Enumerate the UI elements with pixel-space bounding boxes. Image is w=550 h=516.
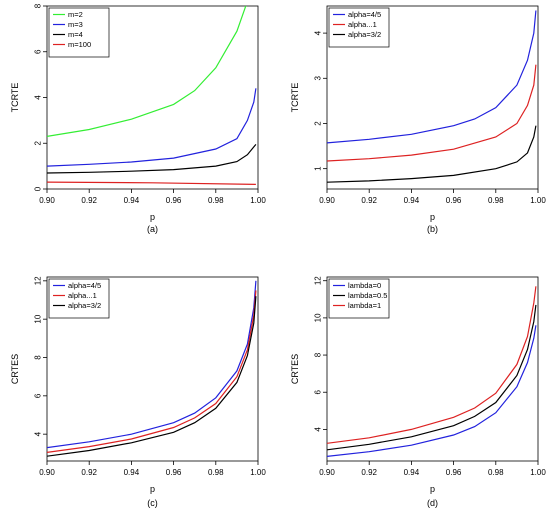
legend-label: m=4 [68, 30, 83, 39]
series-line-3 [327, 125, 537, 183]
series-line-2 [327, 64, 537, 162]
panel-caption: (d) [427, 498, 438, 508]
series-line-1 [47, 280, 257, 449]
y-tick-label: 6 [314, 389, 323, 394]
series-line-3 [327, 286, 537, 444]
legend-label: m=2 [68, 10, 83, 19]
panel-caption: (c) [147, 498, 158, 508]
y-tick-label: 8 [34, 355, 43, 360]
legend-label: m=100 [68, 40, 91, 49]
x-tick-label: 0.90 [319, 468, 335, 477]
y-tick-label: 2 [314, 121, 323, 126]
x-tick-label: 1.00 [250, 196, 266, 205]
x-axis-label: p [430, 212, 435, 222]
x-tick-label: 0.90 [39, 468, 55, 477]
plot-frame [326, 276, 539, 462]
series-line-4 [47, 181, 256, 185]
chart-panel-2: 0.90 0.92 0.94 0.96 0.98 1.00 1 2 3 4 p (b) TCRTE alp… [290, 5, 546, 234]
y-tick-label: 10 [34, 314, 43, 323]
legend-box [328, 7, 390, 48]
series-line-2 [47, 290, 257, 453]
y-axis-label: TCRTE [290, 83, 300, 113]
x-tick-label: 0.94 [124, 196, 140, 205]
x-tick-label: 0.92 [361, 196, 377, 205]
legend-box [48, 7, 110, 58]
y-tick-label: 0 [34, 186, 43, 191]
legend-label: lambda=0 [348, 281, 381, 290]
plot-frame [326, 5, 539, 190]
x-tick-label: 0.96 [446, 468, 462, 477]
y-tick-label: 4 [314, 427, 323, 432]
y-axis-label: CRTES [290, 354, 300, 384]
legend-label: alpha=3/2 [68, 301, 101, 310]
x-tick-label: 0.94 [404, 196, 420, 205]
x-tick-label: 0.90 [39, 196, 55, 205]
x-tick-label: 0.92 [81, 196, 97, 205]
x-axis-label: p [150, 212, 155, 222]
x-tick-label: 1.00 [530, 468, 546, 477]
x-tick-label: 0.92 [361, 468, 377, 477]
y-tick-label: 8 [34, 3, 43, 8]
y-tick-label: 12 [34, 276, 43, 285]
legend-label: alpha...1 [348, 20, 377, 29]
series-line-1 [327, 10, 537, 144]
series-line-3 [47, 144, 257, 174]
chart-panel-4: 0.90 0.92 0.94 0.96 0.98 1.00 4 6 8 10 12 p (d) CRTES… [290, 276, 546, 508]
x-axis-label: p [150, 484, 155, 494]
x-tick-label: 0.94 [404, 468, 420, 477]
y-tick-label: 12 [314, 276, 323, 285]
legend-label: m=3 [68, 20, 83, 29]
x-tick-label: 0.94 [124, 468, 140, 477]
y-tick-label: 6 [34, 49, 43, 54]
x-tick-label: 1.00 [530, 196, 546, 205]
legend-label: alpha=3/2 [348, 30, 381, 39]
legend-label: alpha=4/5 [348, 10, 381, 19]
x-tick-label: 0.96 [166, 468, 182, 477]
legend: m=2m=3m=4m=100 [48, 7, 110, 58]
y-tick-label: 4 [314, 30, 323, 35]
x-tick-label: 0.92 [81, 468, 97, 477]
panel-caption: (a) [147, 224, 158, 234]
x-tick-label: 0.98 [488, 196, 504, 205]
series-line-3 [47, 296, 257, 457]
y-tick-label: 8 [314, 352, 323, 357]
y-tick-label: 4 [34, 95, 43, 100]
legend-label: lambda=1 [348, 301, 381, 310]
x-tick-label: 0.98 [208, 468, 224, 477]
y-tick-label: 10 [314, 313, 323, 322]
legend-label: alpha...1 [68, 291, 97, 300]
series-line-1 [47, 6, 247, 137]
chart-panel-1: 0.90 0.92 0.94 0.96 0.98 1.00 0 2 4 6 8 p (a) TCRTE m=… [10, 3, 266, 234]
series-line-2 [47, 88, 257, 167]
series-line-1 [327, 325, 537, 457]
legend-label: lambda=0.5 [348, 291, 387, 300]
x-axis-label: p [430, 484, 435, 494]
x-tick-label: 0.96 [166, 196, 182, 205]
series-line-2 [327, 304, 537, 451]
y-tick-label: 6 [34, 393, 43, 398]
x-tick-label: 0.90 [319, 196, 335, 205]
y-axis-label: TCRTE [10, 83, 20, 113]
y-tick-label: 2 [34, 140, 43, 145]
chart-panel-3: 0.90 0.92 0.94 0.96 0.98 1.00 4 6 8 10 12 p (c) CRTES… [10, 276, 266, 508]
y-axis-label: CRTES [10, 354, 20, 384]
y-tick-label: 4 [34, 431, 43, 436]
plot-frame [46, 276, 259, 462]
y-tick-label: 3 [314, 76, 323, 81]
y-tick-label: 1 [314, 166, 323, 171]
x-tick-label: 0.98 [488, 468, 504, 477]
x-tick-label: 1.00 [250, 468, 266, 477]
legend-label: alpha=4/5 [68, 281, 101, 290]
x-tick-label: 0.98 [208, 196, 224, 205]
x-tick-label: 0.96 [446, 196, 462, 205]
panel-caption: (b) [427, 224, 438, 234]
